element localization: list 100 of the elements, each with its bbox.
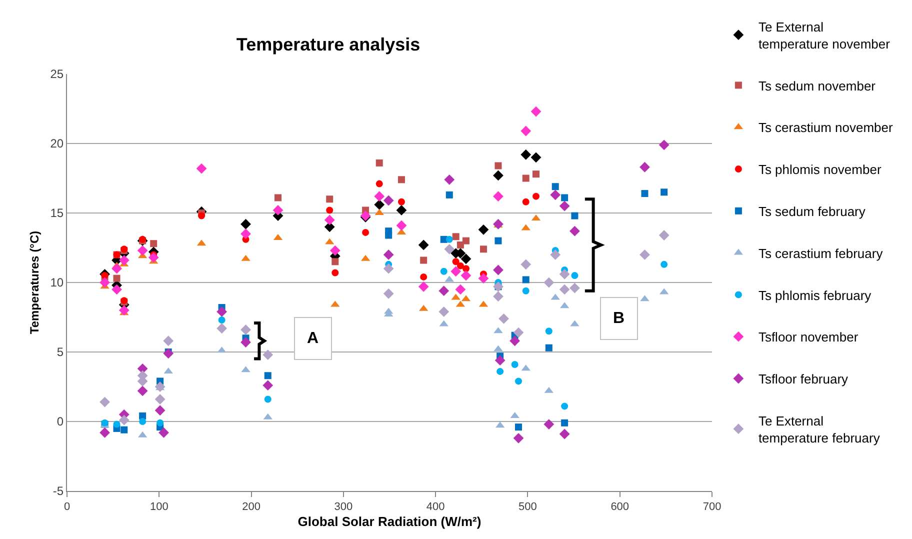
x-tick-label: 600	[610, 501, 630, 514]
point	[550, 250, 561, 260]
point	[118, 255, 130, 266]
point	[438, 286, 450, 296]
point	[532, 170, 540, 178]
point	[462, 237, 470, 244]
point	[660, 188, 668, 196]
legend-label: Ts phlomis november	[758, 162, 882, 178]
point	[494, 237, 502, 244]
point	[330, 245, 340, 256]
point	[550, 190, 561, 200]
point	[456, 241, 464, 248]
point	[520, 259, 532, 270]
point	[571, 212, 578, 220]
point	[460, 270, 472, 281]
point	[374, 199, 385, 210]
legend-label: Ts sedum november	[758, 78, 876, 94]
point	[658, 230, 670, 240]
point	[383, 288, 394, 299]
point	[511, 361, 518, 368]
point	[274, 194, 282, 202]
y-tick-label: 25	[50, 67, 64, 82]
point	[163, 348, 174, 359]
point	[641, 190, 648, 198]
x-tick-label: 200	[242, 501, 260, 514]
point	[150, 240, 158, 248]
point	[456, 262, 464, 270]
point	[561, 402, 568, 410]
point	[383, 263, 394, 274]
point	[520, 149, 532, 160]
point	[240, 228, 251, 240]
point	[561, 419, 568, 426]
y-tick-label: 15	[50, 206, 64, 220]
point	[376, 159, 383, 166]
point	[559, 284, 570, 295]
point	[559, 268, 570, 280]
point	[240, 218, 251, 230]
point	[545, 344, 552, 352]
point	[139, 418, 146, 425]
legend-label: Tsfloor november	[758, 330, 859, 345]
point	[218, 316, 226, 324]
point	[452, 233, 460, 240]
point	[137, 245, 148, 256]
x-tick-label: 700	[702, 501, 722, 514]
point	[444, 174, 455, 185]
point	[398, 176, 405, 184]
point	[570, 282, 580, 294]
point	[120, 426, 128, 434]
y-tick-label: 5	[56, 345, 64, 360]
point	[163, 336, 174, 346]
point	[420, 256, 428, 264]
point	[264, 396, 272, 403]
point	[396, 205, 407, 216]
legend-label: Tsfloor february	[758, 372, 849, 387]
legend-label: Ts sedum february	[758, 204, 866, 219]
point	[158, 427, 169, 438]
point	[240, 337, 251, 348]
point	[216, 306, 227, 317]
x-tick-label: 100	[150, 501, 168, 514]
point	[520, 126, 532, 136]
y-tick-label: 20	[50, 136, 64, 151]
x-axis-title: Global Solar Radiation (W/m²)	[298, 514, 482, 529]
point	[112, 284, 122, 295]
point	[156, 419, 164, 426]
point	[478, 224, 489, 235]
annotation: A	[307, 330, 319, 347]
point	[326, 206, 334, 214]
point	[154, 405, 166, 416]
point	[446, 236, 453, 243]
point	[332, 258, 339, 266]
point	[545, 328, 552, 335]
legend-label: Ts phlomis february	[758, 288, 872, 303]
point	[515, 424, 522, 431]
point	[552, 183, 559, 190]
point	[264, 372, 272, 380]
point	[532, 192, 540, 200]
legend-label: Ts cerastium february	[758, 246, 884, 261]
point	[324, 214, 335, 226]
y-tick-label: 10	[50, 276, 64, 290]
point	[262, 350, 274, 360]
point	[544, 419, 554, 430]
chart-title: Temperature analysis	[236, 34, 420, 54]
point	[118, 414, 130, 426]
point	[418, 281, 429, 292]
point	[112, 263, 122, 274]
point	[113, 420, 120, 428]
point	[240, 324, 251, 335]
y-tick-label: -5	[52, 484, 64, 498]
point	[570, 226, 580, 236]
point	[154, 394, 166, 404]
point	[640, 250, 650, 260]
point	[383, 195, 394, 206]
point	[640, 162, 650, 172]
x-tick-label: 300	[334, 501, 353, 514]
point	[100, 396, 110, 408]
point	[544, 277, 554, 288]
point	[660, 260, 668, 268]
point	[196, 163, 207, 174]
point	[362, 228, 370, 236]
point	[462, 265, 470, 272]
